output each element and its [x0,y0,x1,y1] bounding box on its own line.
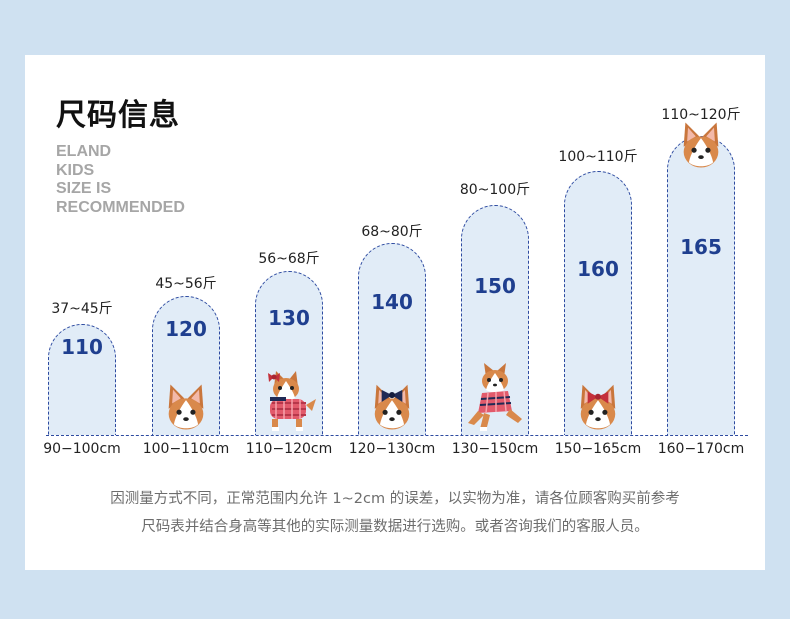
corgi-head-red-bow-icon [580,384,616,430]
size-arch: 110 [48,324,116,435]
height-label: 100−110cm [142,441,230,457]
brand-line: ELAND [56,143,112,160]
size-number: 165 [680,235,722,259]
size-number: 120 [165,317,207,341]
brand-line: KIDS [56,161,95,179]
size-column-165: 110~120斤 165 [661,102,741,435]
size-arch: 165 [667,122,735,435]
corgi-head-bow-icon [374,384,410,430]
size-column-150: 80~100斤 150 [460,175,530,435]
size-column-120: 45~56斤 120 [152,265,220,435]
brand-line: RECOMMENDED [56,198,185,216]
height-label: 130−150cm [451,441,539,457]
corgi-head-icon [168,384,204,430]
corgi-jumping-icon [468,363,522,431]
size-number: 160 [577,257,619,281]
weight-label: 100~110斤 [558,149,638,165]
size-number: 140 [371,290,413,314]
brand-line: SIZE IS [56,180,112,197]
size-column-160: 100~110斤 160 [558,142,638,435]
size-arch: 140 [358,243,426,435]
size-arch: 160 [564,171,632,435]
size-number: 150 [474,274,516,298]
brand-tagline: ELAND KIDS SIZE IS RECOMMENDED [56,143,185,217]
size-number: 130 [268,306,310,330]
size-column-110: 37~45斤 110 [48,290,116,435]
weight-label: 37~45斤 [51,301,113,317]
height-label: 120−130cm [348,441,436,457]
size-number: 110 [61,335,103,359]
measurement-note-line-2: 尺码表并结合身高等其他的实际测量数据进行选购。或者咨询我们的客服人员。 [141,519,649,535]
weight-label: 110~120斤 [661,107,741,123]
measurement-note-line-1: 因测量方式不同，正常范围内允许 1~2cm 的误差，以实物为准，请各位顾客购买前… [110,491,680,507]
corgi-sweater-icon [268,371,316,431]
size-column-140: 68~80斤 140 [358,213,426,435]
weight-label: 68~80斤 [361,224,423,240]
size-column-130: 56~68斤 130 [255,240,323,435]
corgi-head-icon [683,122,719,168]
size-arch: 120 [152,296,220,435]
weight-label: 80~100斤 [459,182,531,198]
weight-label: 45~56斤 [155,276,217,292]
height-label: 90−100cm [43,441,121,457]
height-label: 160−170cm [657,441,745,457]
page-title: 尺码信息 [56,98,180,133]
size-arch: 150 [461,205,529,435]
weight-label: 56~68斤 [258,251,320,267]
size-arch: 130 [255,271,323,435]
height-label: 110−120cm [245,441,333,457]
baseline-divider [46,435,748,436]
height-label: 150−165cm [554,441,642,457]
